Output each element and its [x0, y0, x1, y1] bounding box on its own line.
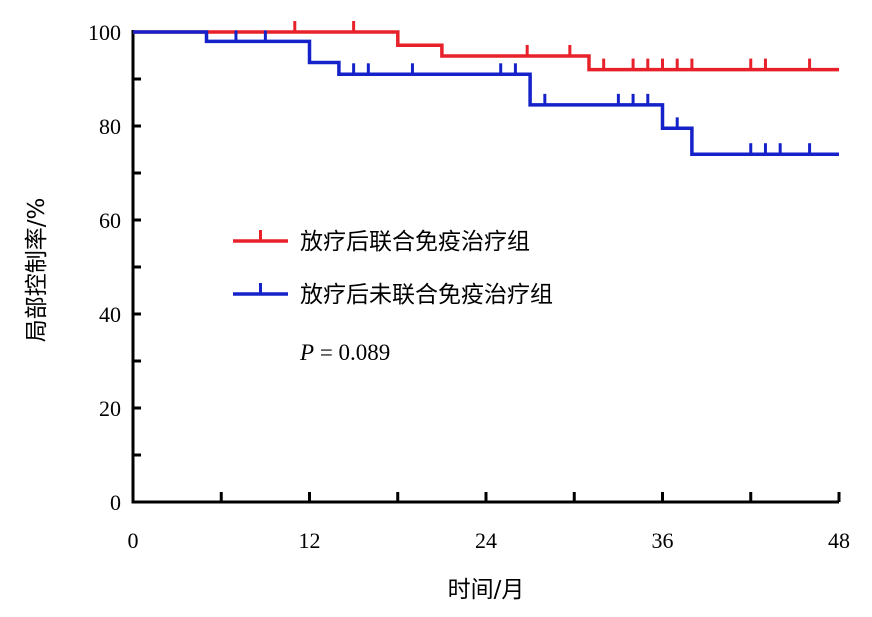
x-tick-label: 36: [652, 528, 674, 553]
x-tick-label: 24: [475, 528, 497, 553]
series-1-step-line: [133, 30, 839, 72]
p-value-annotation: P = 0.089: [299, 340, 390, 365]
y-tick-label: 100: [88, 20, 121, 45]
legend-label: 放疗后联合免疫治疗组: [300, 229, 530, 255]
series-layer: [133, 21, 839, 156]
p-label: P: [299, 340, 314, 365]
series-2-step-line: [133, 30, 839, 156]
p-value: = 0.089: [314, 340, 390, 365]
series-1: [133, 21, 839, 72]
y-tick-label: 40: [99, 302, 121, 327]
y-axis-title: 局部控制率/%: [24, 198, 50, 343]
legend-item-1: 放疗后联合免疫治疗组: [233, 229, 530, 255]
x-axis-title: 时间/月: [448, 577, 525, 603]
y-tick-label: 20: [99, 396, 121, 421]
x-tick-label: 48: [828, 528, 850, 553]
legend-label: 放疗后未联合免疫治疗组: [300, 282, 553, 308]
legend-item-2: 放疗后未联合免疫治疗组: [233, 282, 553, 308]
series-2: [133, 30, 839, 156]
y-tick-label: 60: [99, 208, 121, 233]
x-tick-label: 0: [128, 528, 139, 553]
x-tick-label: 12: [299, 528, 321, 553]
y-tick-label: 0: [110, 490, 121, 515]
y-tick-label: 80: [99, 114, 121, 139]
